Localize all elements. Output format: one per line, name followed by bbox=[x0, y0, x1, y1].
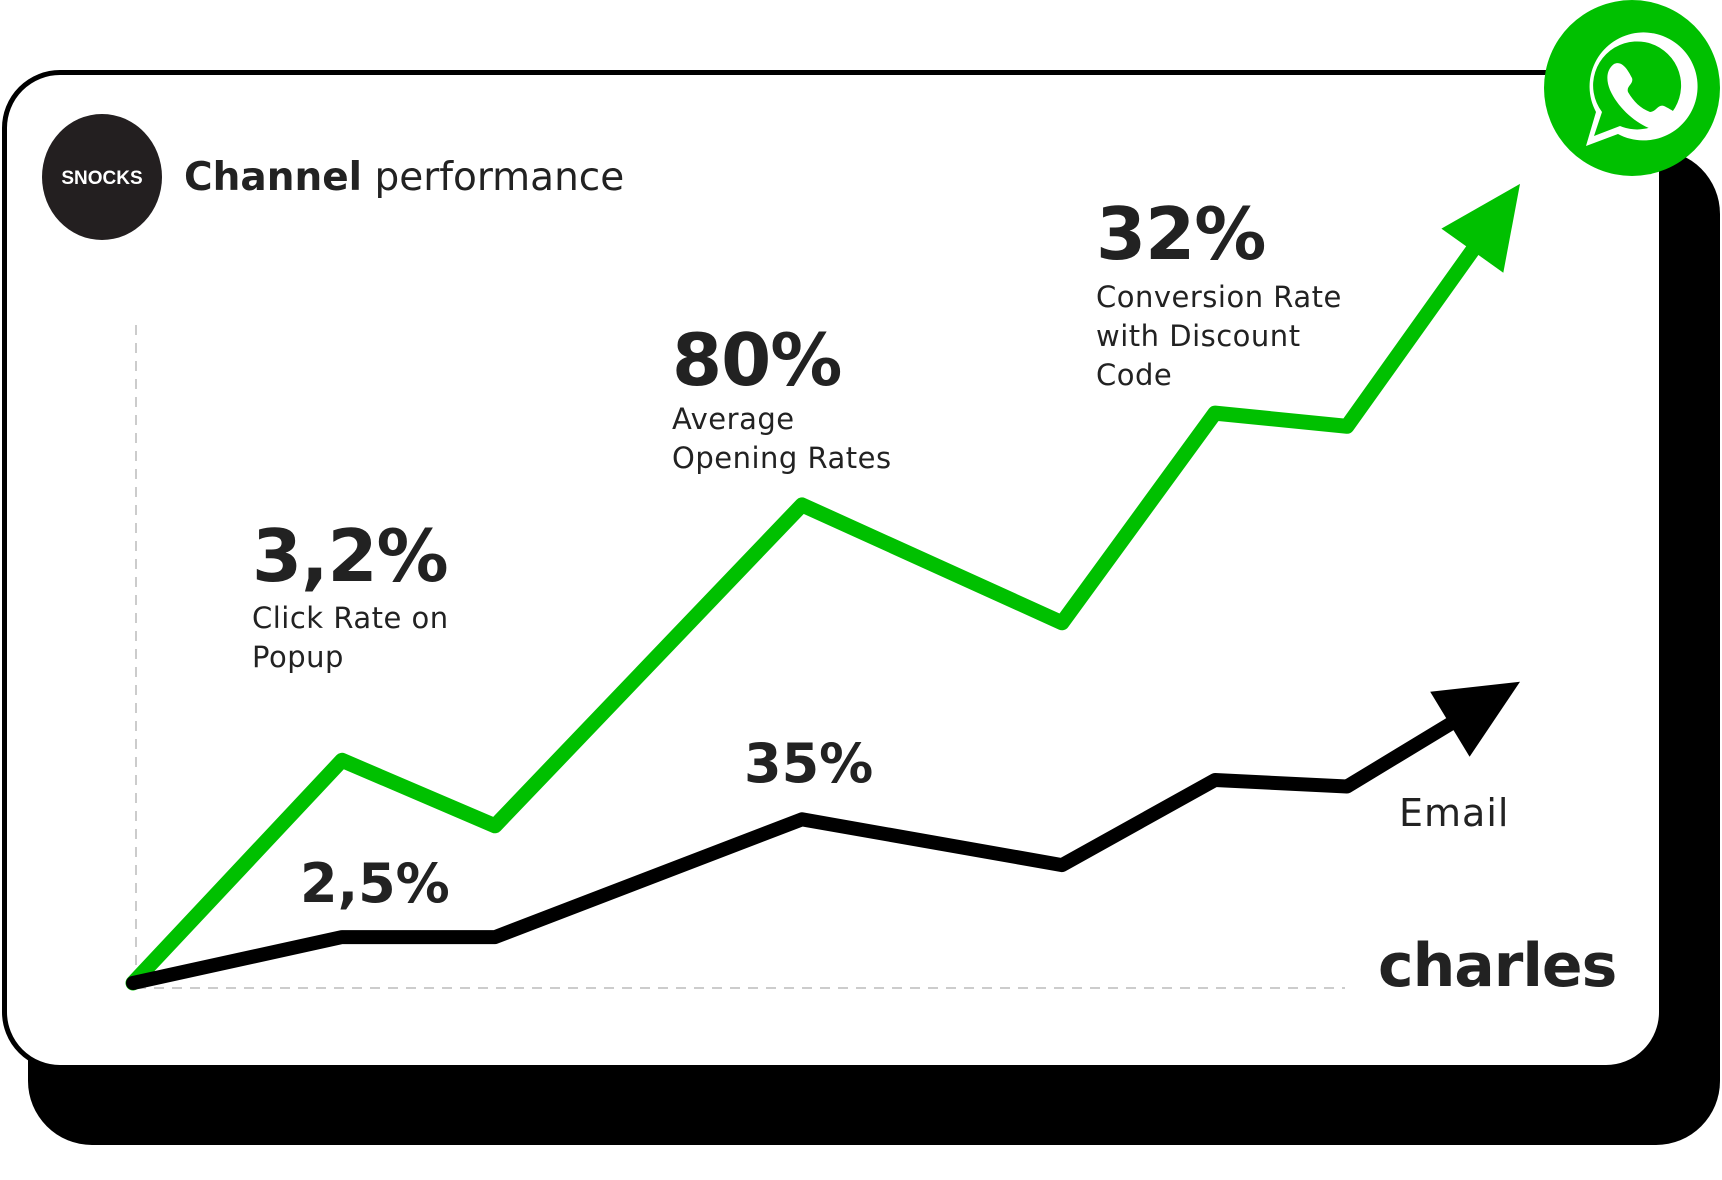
annotation-caption: Opening Rates bbox=[672, 441, 892, 475]
series-arrow-whatsapp bbox=[1441, 183, 1520, 273]
legend-email: Email bbox=[1399, 791, 1509, 835]
annotation-value: 80% bbox=[672, 318, 841, 402]
annotation-caption: Average bbox=[672, 402, 795, 436]
page-title-rest: performance bbox=[362, 155, 624, 200]
series-line-email bbox=[126, 705, 1476, 990]
annotation-caption: Click Rate on bbox=[252, 601, 449, 635]
annotation-caption: Conversion Rate bbox=[1096, 280, 1342, 314]
snocks-logo-text: SNOCKS bbox=[61, 168, 142, 189]
series-arrow-email bbox=[1430, 681, 1520, 757]
whatsapp-icon bbox=[1544, 0, 1720, 176]
annotation-caption: Code bbox=[1096, 358, 1172, 392]
annotation-caption: Popup bbox=[252, 640, 344, 674]
charles-logo: charles bbox=[1378, 931, 1616, 1001]
annotation-value: 2,5% bbox=[300, 852, 450, 915]
annotation-caption: with Discount bbox=[1096, 319, 1301, 353]
series-line-whatsapp bbox=[125, 225, 1493, 991]
page-title: Channel performance bbox=[184, 155, 624, 200]
annotation-value: 35% bbox=[744, 732, 873, 795]
snocks-logo bbox=[42, 114, 162, 240]
annotation-value: 32% bbox=[1096, 192, 1265, 276]
annotation-value: 3,2% bbox=[252, 514, 448, 598]
page-title-bold: Channel bbox=[184, 155, 362, 200]
chart-card bbox=[2, 70, 1664, 1070]
